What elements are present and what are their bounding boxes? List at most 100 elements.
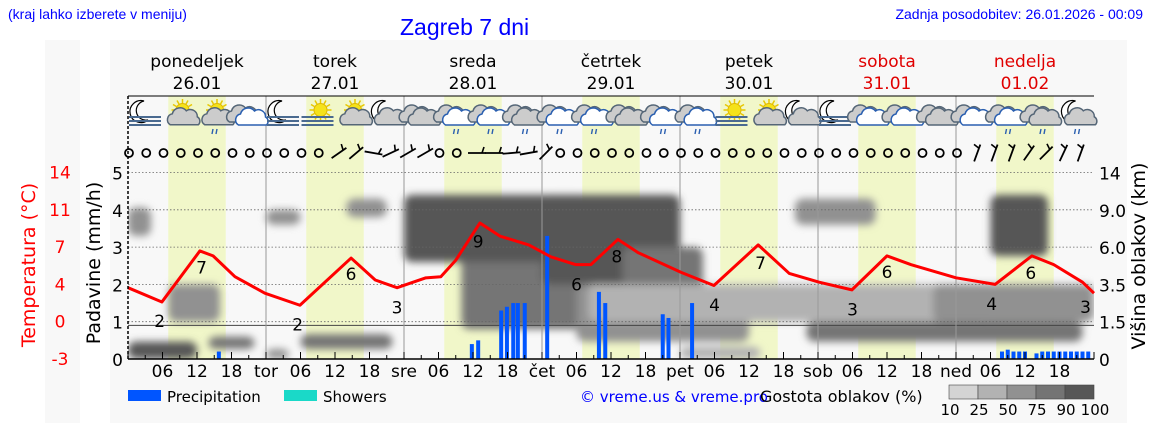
calm-wind-icon: [279, 148, 290, 158]
wind-barb-icon: [399, 144, 417, 159]
precipitation-bar: [666, 317, 671, 359]
cloudy-icon: [225, 104, 269, 126]
day-name: sreda: [449, 52, 497, 72]
calm-wind-icon: [451, 148, 462, 158]
x-tick-label: 12: [324, 362, 346, 382]
temperature-label: 6: [346, 265, 357, 285]
precip-axis-title: Padavine (mm/h): [83, 182, 105, 345]
moon-fog-icon: [819, 99, 851, 126]
cloud-region: [346, 198, 387, 218]
rain-drop: [590, 128, 594, 135]
cloud-density-legend-title: Gostota oblakov (%): [760, 387, 923, 406]
location-hint-link[interactable]: (kraj lahko izberete v meniju): [8, 6, 187, 22]
precipitation-bar: [515, 303, 520, 359]
wind-feather: [532, 145, 536, 153]
calm-wind-icon: [244, 148, 255, 158]
calm-wind-icon: [624, 148, 635, 158]
cloud-shape: [753, 107, 788, 126]
cloud-shape: [1063, 107, 1098, 126]
sun-ray: [357, 100, 362, 105]
cloud-density-scale-label: 50: [998, 401, 1017, 419]
rain-drop: [525, 128, 529, 135]
sun-ray: [724, 112, 729, 117]
wind-barb-icon: [382, 144, 400, 158]
cloud-density-swatch: [1064, 384, 1095, 400]
wind-barb-icon: [1076, 143, 1085, 162]
calm-wind-icon: [676, 148, 686, 158]
x-tick-label: 12: [876, 362, 898, 382]
cloud-density-swatch: [1006, 384, 1037, 400]
wind-shaft: [364, 150, 383, 156]
precip-tick-label: 5: [112, 165, 123, 185]
cloudy-rain-icon: [674, 104, 718, 135]
rain-drop: [594, 128, 598, 135]
precip-tick-label: 4: [112, 202, 123, 222]
precipitation-bar: [1000, 351, 1004, 359]
cloud-shape: [234, 107, 269, 126]
temp-tick-label: 14: [49, 164, 71, 184]
wind-feather: [1077, 143, 1083, 149]
moon-cloud-icon: [370, 99, 408, 126]
sun-disc: [313, 103, 328, 117]
sun-fog-icon: [715, 99, 748, 126]
wind-shaft: [1076, 144, 1085, 162]
wind-feather: [515, 146, 519, 153]
calm-wind-icon: [762, 148, 773, 158]
wind-feather: [1046, 143, 1051, 150]
sun-ray: [740, 112, 745, 117]
sun-ray: [326, 112, 331, 117]
cloud-region: [806, 321, 1083, 342]
calm-wind-icon: [193, 148, 203, 158]
rain-drop: [1039, 128, 1042, 135]
calm-wind-icon: [831, 148, 842, 158]
x-tick-label: pet: [666, 362, 694, 382]
cloudy-rain-icon: [536, 104, 580, 135]
calm-wind-icon: [262, 148, 272, 158]
temperature-label: 7: [196, 259, 207, 279]
credit-link[interactable]: © vreme.us & vreme.pro: [580, 388, 768, 406]
precipitation-bar: [1046, 351, 1050, 359]
x-tick-label: 18: [497, 362, 519, 382]
cloudy-icon: [950, 104, 994, 126]
temp-axis-panel: [45, 40, 80, 423]
temp-tick-label: -3: [52, 350, 69, 370]
temperature-label: 6: [571, 276, 582, 296]
wind-barb-icon: [485, 146, 504, 154]
sun-ray: [210, 100, 215, 105]
cloudy-rain-icon: [467, 104, 511, 135]
wind-feather: [357, 143, 361, 151]
x-tick-label: 12: [1014, 362, 1036, 382]
calm-wind-icon: [796, 148, 807, 158]
cloud-region: [266, 349, 289, 359]
sun-ray: [207, 103, 212, 108]
calm-wind-icon: [952, 148, 962, 158]
precipitation-bar: [522, 303, 527, 359]
rain-drop: [211, 128, 214, 135]
sun-ray: [771, 100, 776, 105]
rain-drop: [456, 128, 460, 135]
x-tick-label: čet: [529, 362, 556, 382]
cloud-region: [208, 336, 255, 350]
cloud-density-swatch: [1035, 384, 1066, 400]
wind-feather: [393, 144, 397, 151]
calm-wind-icon: [745, 148, 755, 158]
sun-disc: [727, 103, 742, 117]
sun-ray: [176, 100, 180, 105]
temp-tick-label: 7: [55, 238, 66, 258]
precipitation-bar: [660, 314, 665, 359]
calm-wind-icon: [814, 148, 824, 158]
showers-swatch: [284, 390, 317, 401]
day-date: 26.01: [172, 74, 222, 94]
cloud-region: [128, 341, 197, 359]
sun-cloud-rain-icon: [201, 99, 236, 135]
sun-ray: [360, 103, 365, 108]
rain-drop: [491, 128, 494, 135]
x-tick-label: tor: [254, 362, 278, 382]
precipitation-bar: [603, 303, 608, 359]
x-tick-label: 18: [359, 362, 381, 382]
calm-wind-icon: [210, 148, 221, 158]
precipitation-swatch: [128, 390, 161, 401]
x-tick-label: 06: [290, 362, 312, 382]
precipitation-legend-label: Precipitation: [167, 388, 261, 406]
